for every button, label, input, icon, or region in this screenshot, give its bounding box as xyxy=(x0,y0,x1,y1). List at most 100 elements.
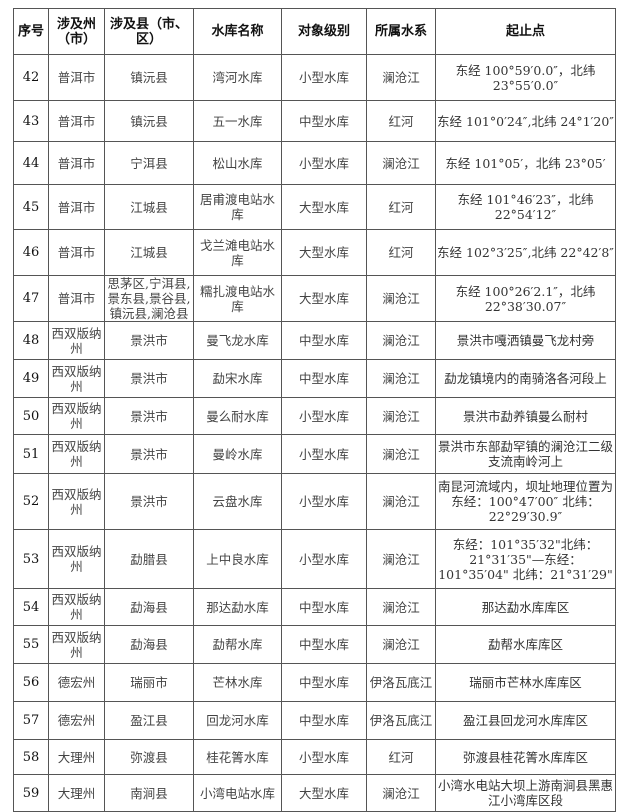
location-cell: 东经 101°46′23″，北纬 22°54′12″ xyxy=(435,184,616,230)
county-cell: 景洪市 xyxy=(104,321,194,360)
row-number-cell: 49 xyxy=(13,359,49,398)
water-system-cell: 澜沧江 xyxy=(366,473,436,530)
row-number-cell: 57 xyxy=(13,701,49,740)
prefecture-cell: 普洱市 xyxy=(48,100,105,142)
county-cell: 勐海县 xyxy=(104,588,194,626)
level-cell: 大型水库 xyxy=(281,229,367,276)
table-row: 53 西双版纳州 勐腊县 上中良水库 小型水库 澜沧江 东经：101°35′32"北纬：21… xyxy=(13,529,616,589)
table-row: 44 普洱市 宁洱县 松山水库 小型水库 澜沧江 东经 101°05′，北纬 23°05′ xyxy=(13,141,616,185)
row-number-cell: 42 xyxy=(13,54,49,101)
prefecture-cell: 普洱市 xyxy=(48,54,105,101)
location-cell: 勐帮水库库区 xyxy=(435,625,616,664)
level-cell: 中型水库 xyxy=(281,359,367,398)
level-cell: 小型水库 xyxy=(281,397,367,435)
row-number-cell: 46 xyxy=(13,229,49,276)
location-cell: 东经 100°26′2.1″，北纬 22°38′30.07″ xyxy=(435,275,616,322)
prefecture-cell: 西双版纳州 xyxy=(48,473,105,530)
county-cell: 江城县 xyxy=(104,184,194,230)
county-cell: 景洪市 xyxy=(104,434,194,474)
water-system-cell: 澜沧江 xyxy=(366,141,436,185)
table-row: 47 普洱市 思茅区,宁洱县,景东县,景谷县,镇沅县,澜沧县 糯扎渡电站水库 大型水库澜… xyxy=(13,275,616,322)
level-cell: 大型水库 xyxy=(281,184,367,230)
water-system-cell: 澜沧江 xyxy=(366,434,436,474)
level-cell: 小型水库 xyxy=(281,739,367,775)
row-number-cell: 53 xyxy=(13,529,49,589)
reservoir-name-cell: 回龙河水库 xyxy=(193,701,282,740)
row-number-cell: 44 xyxy=(13,141,49,185)
row-number-cell: 50 xyxy=(13,397,49,435)
prefecture-cell: 西双版纳州 xyxy=(48,321,105,360)
level-cell: 中型水库 xyxy=(281,625,367,664)
level-cell: 大型水库 xyxy=(281,275,367,322)
level-cell: 小型水库 xyxy=(281,529,367,589)
prefecture-cell: 西双版纳州 xyxy=(48,397,105,435)
prefecture-cell: 西双版纳州 xyxy=(48,434,105,474)
location-cell: 景洪市嘎洒镇曼飞龙村旁 xyxy=(435,321,616,360)
column-header: 涉及州（市） xyxy=(48,8,105,55)
county-cell: 瑞丽市 xyxy=(104,663,194,702)
location-cell: 景洪市东部勐罕镇的澜沧江二级支流南岭河上 xyxy=(435,434,616,474)
water-system-cell: 澜沧江 xyxy=(366,625,436,664)
level-cell: 小型水库 xyxy=(281,141,367,185)
table-row: 48 西双版纳州 景洪市 曼飞龙水库 中型水库 澜沧江 景洪市嘎洒镇曼飞龙村旁 xyxy=(13,321,616,360)
level-cell: 小型水库 xyxy=(281,434,367,474)
table-row: 43 普洱市 镇沅县 五一水库 中型水库 红河 东经 101°0′24″,北纬 24°1′2… xyxy=(13,100,616,142)
reservoir-name-cell: 曼么耐水库 xyxy=(193,397,282,435)
table-header: 序号 涉及州（市） 涉及县（市、区） 水库名称 对象级别 所属水系 起止点 xyxy=(13,8,616,55)
water-system-cell: 澜沧江 xyxy=(366,275,436,322)
level-cell: 中型水库 xyxy=(281,701,367,740)
column-header: 所属水系 xyxy=(366,8,436,55)
reservoir-name-cell: 芒林水库 xyxy=(193,663,282,702)
location-cell: 瑞丽市芒林水库库区 xyxy=(435,663,616,702)
water-system-cell: 伊洛瓦底江 xyxy=(366,663,436,702)
row-number-cell: 55 xyxy=(13,625,49,664)
location-cell: 东经：101°35′32"北纬：21°31′35"—东经：101°35′04" … xyxy=(435,529,616,589)
table-row: 50 西双版纳州 景洪市 曼么耐水库 小型水库 澜沧江 景洪市勐养镇曼么耐村 xyxy=(13,397,616,435)
row-number-cell: 52 xyxy=(13,473,49,530)
reservoir-name-cell: 曼飞龙水库 xyxy=(193,321,282,360)
water-system-cell: 澜沧江 xyxy=(366,359,436,398)
location-cell: 东经 102°3′25″,北纬 22°42′8″ xyxy=(435,229,616,276)
reservoir-name-cell: 云盘水库 xyxy=(193,473,282,530)
location-cell: 景洪市勐养镇曼么耐村 xyxy=(435,397,616,435)
water-system-cell: 澜沧江 xyxy=(366,588,436,626)
location-cell: 勐龙镇境内的南骑洛各河段上 xyxy=(435,359,616,398)
county-cell: 镇沅县 xyxy=(104,100,194,142)
column-header: 涉及县（市、区） xyxy=(104,8,194,55)
county-cell: 勐海县 xyxy=(104,625,194,664)
row-number-cell: 48 xyxy=(13,321,49,360)
reservoir-name-cell: 勐帮水库 xyxy=(193,625,282,664)
prefecture-cell: 西双版纳州 xyxy=(48,359,105,398)
reservoir-name-cell: 小湾电站水库 xyxy=(193,774,282,812)
row-number-cell: 45 xyxy=(13,184,49,230)
column-header: 序号 xyxy=(13,8,49,55)
location-cell: 那达勐水库库区 xyxy=(435,588,616,626)
county-cell: 景洪市 xyxy=(104,397,194,435)
location-cell: 弥渡县桂花箐水库库区 xyxy=(435,739,616,775)
level-cell: 中型水库 xyxy=(281,321,367,360)
county-cell: 宁洱县 xyxy=(104,141,194,185)
prefecture-cell: 德宏州 xyxy=(48,663,105,702)
table-row: 42 普洱市 镇沅县 湾河水库 小型水库 澜沧江 东经 100°59′0.0″，北纬 23°… xyxy=(13,54,616,101)
county-cell: 景洪市 xyxy=(104,359,194,398)
prefecture-cell: 西双版纳州 xyxy=(48,625,105,664)
prefecture-cell: 西双版纳州 xyxy=(48,529,105,589)
table-row: 51 西双版纳州 景洪市 曼岭水库 小型水库 澜沧江 景洪市东部勐罕镇的澜沧江二级支流南岭河… xyxy=(13,434,616,474)
location-cell: 小湾水电站大坝上游南涧县黑惠江小湾库区段 xyxy=(435,774,616,812)
row-number-cell: 54 xyxy=(13,588,49,626)
column-header: 水库名称 xyxy=(193,8,282,55)
row-number-cell: 43 xyxy=(13,100,49,142)
water-system-cell: 红河 xyxy=(366,229,436,276)
prefecture-cell: 大理州 xyxy=(48,774,105,812)
level-cell: 中型水库 xyxy=(281,100,367,142)
county-cell: 思茅区,宁洱县,景东县,景谷县,镇沅县,澜沧县 xyxy=(104,275,194,322)
table-row: 54 西双版纳州 勐海县 那达勐水库 中型水库 澜沧江 那达勐水库库区 xyxy=(13,588,616,626)
reservoir-name-cell: 戈兰滩电站水库 xyxy=(193,229,282,276)
table-row: 49 西双版纳州 景洪市 勐宋水库 中型水库 澜沧江 勐龙镇境内的南骑洛各河段上 xyxy=(13,359,616,398)
prefecture-cell: 西双版纳州 xyxy=(48,588,105,626)
location-cell: 东经 101°05′，北纬 23°05′ xyxy=(435,141,616,185)
row-number-cell: 56 xyxy=(13,663,49,702)
level-cell: 小型水库 xyxy=(281,473,367,530)
county-cell: 江城县 xyxy=(104,229,194,276)
water-system-cell: 红河 xyxy=(366,100,436,142)
